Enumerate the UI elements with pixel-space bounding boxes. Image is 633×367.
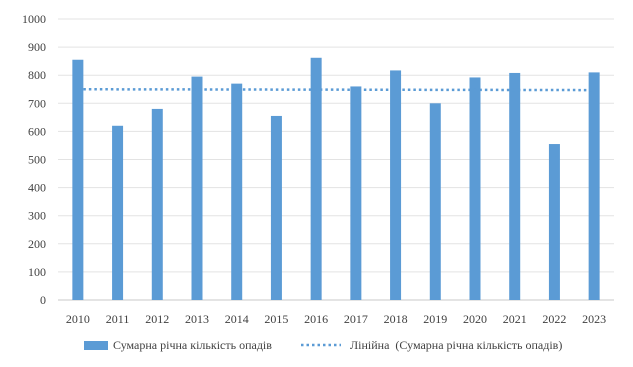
y-tick-label: 0 [40,293,46,307]
legend-trendline-label: Лінійна (Сумарна річна кількість опадів) [350,338,562,352]
x-tick-label: 2017 [344,312,368,326]
bar [72,59,84,301]
x-tick-label: 2013 [185,312,209,326]
bar [151,108,163,300]
y-tick-label: 200 [28,237,46,251]
y-tick-label: 400 [28,181,46,195]
bar [588,72,600,300]
bar [350,86,362,300]
trendline [77,88,595,92]
x-tick-label: 2012 [145,312,169,326]
y-tick-label: 800 [28,68,46,82]
legend-bar-swatch [84,341,108,350]
x-tick-label: 2019 [423,312,447,326]
y-tick-label: 900 [28,40,46,54]
bar [429,103,441,300]
legend: Сумарна річна кількість опадів Лінійна (… [84,338,562,352]
bar [310,57,322,300]
bar [231,83,243,300]
bar [509,72,521,301]
y-tick-label: 100 [28,265,46,279]
y-tick-label: 500 [28,153,46,167]
y-tick-label: 700 [28,96,46,110]
x-tick-label: 2015 [264,312,288,326]
bars [72,57,600,301]
grid-lines [58,18,614,301]
x-axis-tick-labels: 2010 2011 2012 2013 2014 2015 2016 2017 2018 2019… [66,312,606,326]
x-tick-label: 2022 [542,312,566,326]
y-tick-label: 300 [28,209,46,223]
y-tick-label: 600 [28,124,46,138]
legend-bar-label: Сумарна річна кількість опадів [113,338,272,352]
x-tick-label: 2023 [582,312,606,326]
x-tick-label: 2020 [463,312,487,326]
bar [390,70,402,300]
bar [112,125,124,300]
y-axis-tick-labels: 0 100 200 300 400 500 600 700 800 900 1000 [22,12,46,307]
x-tick-label: 2014 [225,312,249,326]
x-tick-label: 2010 [66,312,90,326]
x-tick-label: 2021 [503,312,527,326]
y-tick-label: 1000 [22,12,46,26]
x-tick-label: 2018 [384,312,408,326]
bar [270,115,282,300]
bar [469,77,481,300]
bar [548,144,560,300]
trendline-group [77,88,595,92]
bar [191,76,203,300]
x-tick-label: 2016 [304,312,328,326]
x-tick-label: 2011 [106,312,130,326]
